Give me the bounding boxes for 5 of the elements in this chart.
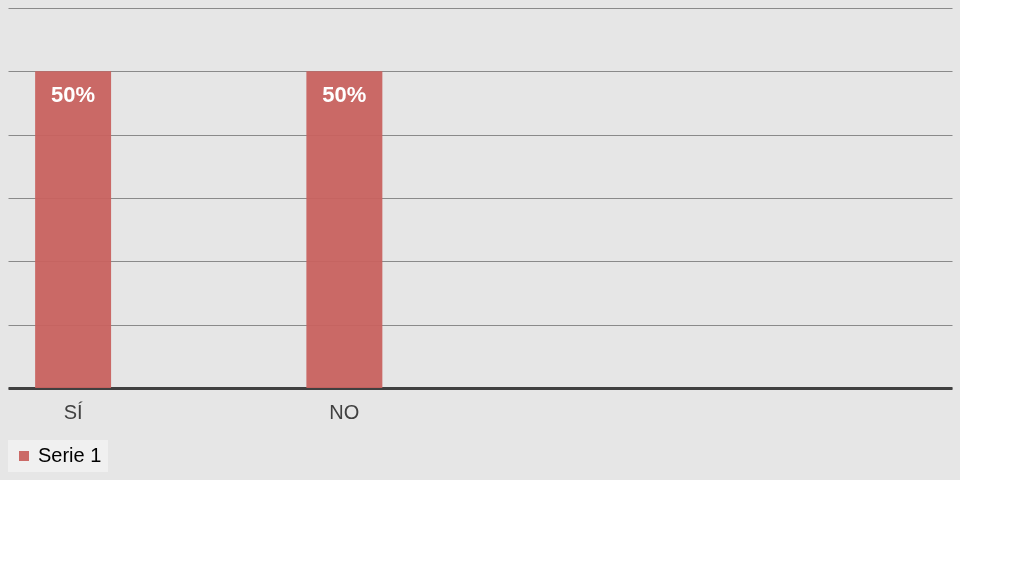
x-tick-label: SÍ	[63, 400, 83, 423]
data-label: 50%	[51, 82, 96, 108]
data-label: 50%	[322, 82, 367, 108]
x-tick-label: NO	[329, 400, 360, 423]
legend-label: Serie 1	[38, 444, 102, 466]
